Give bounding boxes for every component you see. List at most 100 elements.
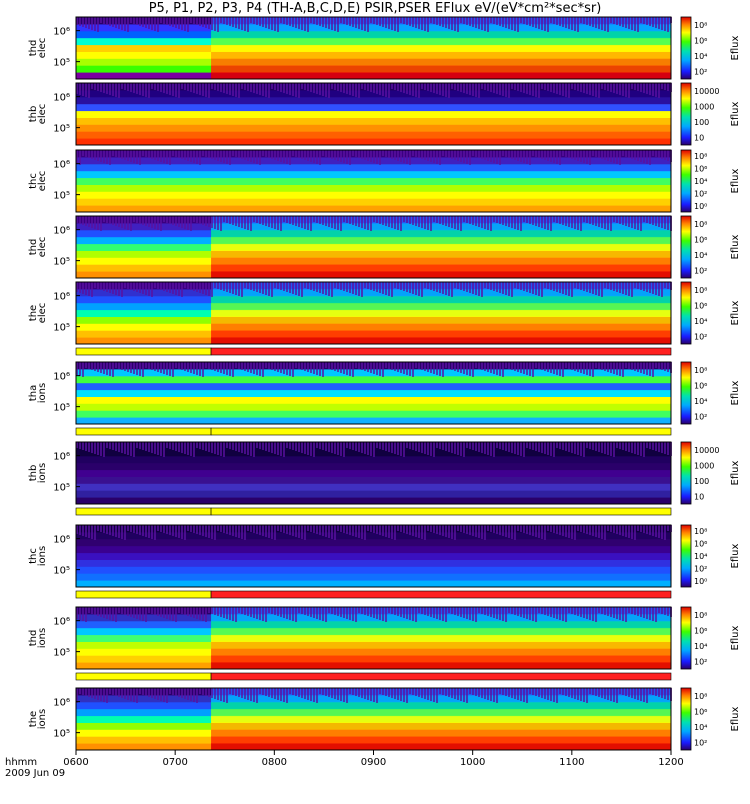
heatmap-noise-column — [154, 17, 156, 31]
heatmap-noise-column — [238, 607, 240, 613]
heatmap-noise-column — [184, 607, 186, 615]
heatmap-noise-column — [229, 362, 231, 376]
heatmap-noise-column — [661, 150, 663, 159]
colorbar-tick-label: 1000 — [694, 461, 714, 470]
heatmap-noise-column — [364, 83, 366, 90]
heatmap-noise-column — [274, 83, 276, 90]
heatmap-noise-column — [616, 688, 618, 703]
heatmap-noise-column — [418, 525, 420, 538]
heatmap-region-after-step — [211, 216, 671, 279]
heatmap-noise-column — [466, 282, 468, 292]
heatmap-noise-column — [340, 216, 342, 231]
colorbar-tick-label: 10⁶ — [694, 301, 707, 310]
heatmap-noise-column — [529, 688, 531, 694]
heatmap-noise-column — [139, 282, 141, 293]
heatmap-noise-column — [580, 362, 582, 373]
heatmap-band — [211, 613, 671, 622]
heatmap-noise-column — [106, 688, 108, 703]
heatmap-noise-column — [490, 442, 492, 456]
heatmap-noise-column — [484, 150, 486, 160]
heatmap-noise-column — [424, 83, 426, 90]
heatmap-noise-column — [565, 607, 567, 622]
heatmap-noise-column — [559, 282, 561, 293]
heatmap-noise-column — [418, 607, 420, 613]
heatmap-noise-column — [280, 282, 282, 290]
heatmap-noise-column — [502, 688, 504, 695]
heatmap-noise-column — [400, 607, 402, 617]
heatmap-noise-column — [505, 607, 507, 622]
heatmap-noise-column — [595, 362, 597, 368]
heatmap-noise-column — [523, 688, 525, 702]
heatmap-noise-column — [556, 83, 558, 94]
heatmap-noise-column — [370, 362, 372, 373]
heatmap-noise-column — [553, 83, 555, 93]
heatmap-noise-column — [667, 607, 669, 616]
heatmap-noise-column — [526, 17, 528, 25]
colorbar-tick-label: 10⁴ — [694, 552, 707, 561]
heatmap-noise-column — [409, 216, 411, 224]
heatmap-noise-column — [139, 525, 141, 535]
heatmap-noise-column — [346, 282, 348, 292]
heatmap-noise-column — [376, 83, 378, 94]
heatmap-noise-column — [352, 150, 354, 156]
heatmap-noise-column — [232, 607, 234, 621]
y-tick-label: 10⁶ — [53, 160, 70, 171]
heatmap-noise-column — [274, 216, 276, 229]
heatmap-noise-column — [583, 525, 585, 533]
heatmap-noise-column — [136, 83, 138, 94]
heatmap-noise-column — [379, 525, 381, 535]
heatmap-noise-column — [229, 282, 231, 293]
heatmap-noise-column — [544, 607, 546, 615]
heatmap-band — [76, 184, 671, 192]
heatmap-noise-column — [514, 150, 516, 160]
heatmap-noise-column — [661, 607, 663, 614]
heatmap-noise-column — [352, 442, 354, 450]
heatmap-noise-column — [250, 150, 252, 162]
colorbar-tick-label: 10⁶ — [694, 707, 707, 716]
heatmap-band — [211, 382, 671, 391]
heatmap-noise-column — [373, 362, 375, 374]
heatmap-noise-column — [187, 688, 189, 700]
colorbar — [680, 361, 692, 425]
x-tick-label: 1000 — [460, 757, 485, 768]
heatmap-noise-column — [208, 216, 210, 227]
heatmap-noise-column — [286, 17, 288, 25]
heatmap-noise-column — [202, 83, 204, 96]
heatmap-noise-column — [355, 282, 357, 295]
heatmap-noise-column — [262, 525, 264, 536]
heatmap-noise-column — [130, 282, 132, 290]
heatmap-noise-column — [457, 216, 459, 230]
heatmap-noise-column — [376, 362, 378, 375]
heatmap-noise-column — [109, 688, 111, 694]
panel-ylabel-probe: thb — [28, 106, 39, 123]
heatmap-noise-column — [283, 83, 285, 93]
heatmap-noise-column — [76, 442, 78, 448]
heatmap-noise-column — [472, 83, 474, 96]
heatmap-noise-column — [304, 525, 306, 540]
heatmap-noise-column — [490, 83, 492, 92]
heatmap-noise-column — [436, 362, 438, 375]
heatmap-band — [76, 455, 671, 464]
heatmap-noise-column — [139, 150, 141, 165]
heatmap-noise-column — [565, 688, 567, 696]
heatmap-noise-column — [523, 17, 525, 24]
heatmap-noise-column — [556, 216, 558, 223]
heatmap-noise-column — [157, 442, 159, 455]
heatmap-noise-column — [118, 216, 120, 227]
heatmap-noise-column — [199, 442, 201, 449]
heatmap-noise-column — [559, 525, 561, 535]
heatmap-noise-column — [499, 216, 501, 224]
heatmap-noise-column — [331, 83, 333, 89]
heatmap-noise-column — [220, 17, 222, 23]
heatmap-noise-column — [241, 83, 243, 89]
heatmap-noise-column — [448, 150, 450, 158]
heatmap-noise-column — [454, 83, 456, 90]
heatmap-noise-column — [601, 216, 603, 228]
heatmap-noise-column — [181, 688, 183, 698]
heatmap-noise-column — [550, 688, 552, 701]
heatmap-noise-column — [97, 442, 99, 455]
heatmap-noise-column — [634, 442, 636, 454]
heatmap-noise-column — [424, 282, 426, 288]
heatmap-noise-column — [124, 150, 126, 160]
heatmap-noise-column — [454, 607, 456, 615]
